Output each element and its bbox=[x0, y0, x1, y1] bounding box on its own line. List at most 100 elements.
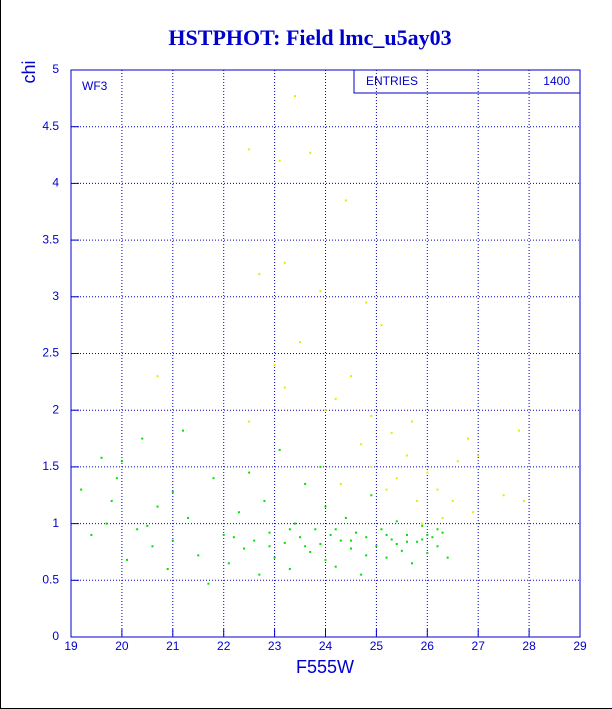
point bbox=[156, 375, 159, 378]
point bbox=[324, 505, 327, 508]
annotation: WF3 bbox=[82, 79, 108, 93]
point bbox=[426, 471, 429, 474]
point bbox=[283, 386, 286, 389]
point bbox=[187, 516, 190, 519]
point bbox=[456, 460, 459, 463]
point bbox=[390, 538, 393, 541]
point bbox=[385, 488, 388, 491]
point bbox=[451, 499, 454, 502]
point bbox=[304, 482, 307, 485]
point bbox=[517, 429, 520, 432]
point bbox=[207, 582, 210, 585]
x-axis-label: F555W bbox=[296, 657, 354, 677]
chart-title: HSTPHOT: Field lmc_u5ay03 bbox=[168, 25, 451, 50]
x-tick-label: 22 bbox=[217, 639, 231, 653]
point bbox=[436, 545, 439, 548]
point bbox=[339, 482, 342, 485]
point bbox=[426, 552, 429, 555]
point bbox=[344, 516, 347, 519]
point bbox=[421, 524, 424, 527]
point bbox=[258, 573, 261, 576]
point bbox=[472, 511, 475, 514]
point bbox=[324, 558, 327, 561]
point bbox=[405, 533, 408, 536]
point bbox=[385, 533, 388, 536]
y-tick-label: 3 bbox=[52, 289, 59, 303]
stats-value: 1400 bbox=[543, 74, 570, 88]
point bbox=[197, 554, 200, 557]
point bbox=[237, 511, 240, 514]
point bbox=[365, 536, 368, 539]
point bbox=[375, 545, 378, 548]
point bbox=[436, 528, 439, 531]
point bbox=[80, 488, 83, 491]
point bbox=[110, 499, 113, 502]
point bbox=[166, 567, 169, 570]
x-tick-label: 21 bbox=[166, 639, 180, 653]
x-tick-label: 29 bbox=[573, 639, 587, 653]
y-tick-label: 4 bbox=[52, 176, 59, 190]
point bbox=[278, 159, 281, 162]
y-tick-label: 0 bbox=[52, 629, 59, 643]
point bbox=[212, 477, 215, 480]
y-tick-label: 2.5 bbox=[42, 346, 59, 360]
point bbox=[288, 528, 291, 531]
point bbox=[421, 538, 424, 541]
point bbox=[395, 543, 398, 546]
point bbox=[477, 454, 480, 457]
point bbox=[258, 273, 261, 276]
point bbox=[146, 524, 149, 527]
point bbox=[283, 541, 286, 544]
y-tick-label: 0.5 bbox=[42, 572, 59, 586]
point bbox=[334, 397, 337, 400]
point bbox=[411, 420, 414, 423]
point bbox=[344, 199, 347, 202]
point bbox=[395, 520, 398, 523]
point bbox=[416, 499, 419, 502]
point bbox=[421, 522, 424, 525]
point bbox=[248, 148, 251, 151]
point bbox=[502, 494, 505, 497]
point bbox=[227, 562, 230, 565]
point bbox=[293, 522, 296, 525]
y-tick-label: 1 bbox=[52, 516, 59, 530]
point bbox=[283, 261, 286, 264]
point bbox=[370, 414, 373, 417]
point bbox=[324, 409, 327, 412]
point bbox=[288, 567, 291, 570]
x-tick-label: 24 bbox=[319, 639, 333, 653]
point bbox=[355, 531, 358, 534]
point bbox=[293, 95, 296, 98]
point bbox=[380, 324, 383, 327]
x-tick-label: 27 bbox=[472, 639, 486, 653]
point bbox=[314, 528, 317, 531]
point bbox=[426, 533, 429, 536]
point bbox=[431, 536, 434, 539]
point bbox=[299, 536, 302, 539]
point bbox=[319, 290, 322, 293]
point bbox=[411, 562, 414, 565]
point bbox=[299, 341, 302, 344]
x-tick-label: 28 bbox=[522, 639, 536, 653]
y-tick-label: 5 bbox=[52, 62, 59, 76]
point bbox=[273, 556, 276, 559]
point bbox=[385, 556, 388, 559]
point bbox=[405, 540, 408, 543]
point bbox=[181, 429, 184, 432]
point bbox=[416, 540, 419, 543]
point bbox=[171, 539, 174, 542]
y-axis-label: chi bbox=[19, 60, 39, 83]
point bbox=[268, 531, 271, 534]
stats-label: ENTRIES bbox=[366, 74, 418, 88]
point bbox=[405, 454, 408, 457]
point bbox=[370, 465, 373, 468]
point bbox=[380, 528, 383, 531]
point bbox=[360, 573, 363, 576]
point bbox=[365, 301, 368, 304]
point bbox=[436, 488, 439, 491]
point bbox=[248, 420, 251, 423]
point bbox=[523, 499, 526, 502]
point bbox=[273, 363, 276, 366]
